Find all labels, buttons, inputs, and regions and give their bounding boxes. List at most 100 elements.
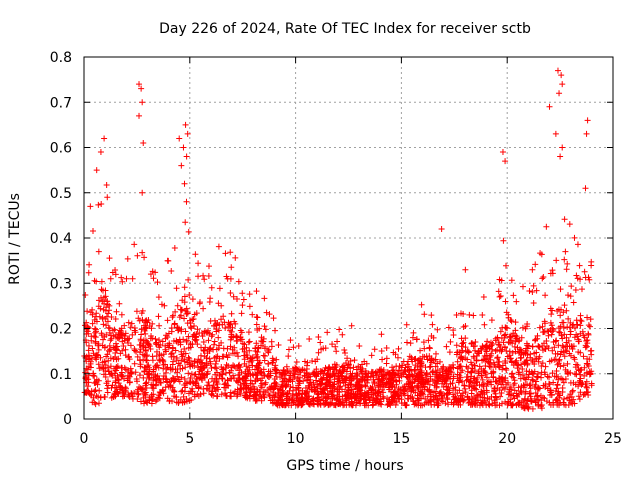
data-point [141,254,148,261]
x-tick-label: 25 [604,431,622,447]
data-point [91,388,98,395]
data-point [90,370,97,377]
data-point [89,345,96,352]
data-point [445,324,452,331]
axis-ticks [83,56,614,420]
data-point [304,359,311,366]
data-point [450,364,457,371]
data-point [112,316,119,323]
data-point [363,376,370,383]
data-point [317,400,324,407]
data-point [524,321,531,328]
data-point [474,378,481,385]
data-point [209,375,216,382]
data-point [492,335,499,342]
data-point [125,319,132,326]
data-point [204,382,211,389]
data-point [90,350,97,357]
data-point [122,352,129,359]
data-point [527,398,534,405]
data-point [507,317,514,324]
data-point [457,392,464,399]
data-point [173,354,180,361]
data-point [390,389,397,396]
data-point [90,394,97,401]
data-point [497,293,504,300]
data-point [588,382,595,389]
data-point [222,370,229,377]
data-point [495,341,502,348]
data-point [488,350,495,357]
data-point [82,369,89,376]
data-point [216,285,223,292]
data-point [288,396,295,403]
data-point [446,349,453,356]
data-point [466,378,473,385]
data-point [502,298,509,305]
data-point [552,130,559,137]
data-point [165,257,172,264]
data-point [218,302,225,309]
data-point [128,389,135,396]
data-point [558,375,565,382]
data-point [534,335,541,342]
data-point [259,338,266,345]
data-point [508,318,515,325]
data-point [506,333,513,340]
data-point [82,375,89,382]
data-point [355,363,362,370]
data-point [526,390,533,397]
data-point [82,291,89,298]
data-point [513,298,520,305]
data-point [567,331,574,338]
data-point [396,367,403,374]
data-point [557,312,564,319]
data-point [555,388,562,395]
data-point [253,340,260,347]
data-point [542,345,549,352]
data-point [199,360,206,367]
data-point [234,391,241,398]
data-point [534,374,541,381]
data-point [89,399,96,406]
data-point [266,311,273,318]
data-point [292,364,299,371]
data-point [261,323,268,330]
data-point [546,103,553,110]
data-point [507,355,514,362]
data-point [182,121,189,128]
data-point [527,351,534,358]
data-point [329,395,336,402]
data-point [588,351,595,358]
data-point [460,339,467,346]
data-point [408,385,415,392]
y-tick-label: 0.6 [50,141,72,157]
x-axis-label: GPS time / hours [286,458,403,474]
data-point [555,357,562,364]
data-point [201,371,208,378]
data-point [358,393,365,400]
data-point [463,363,470,370]
data-point [565,315,572,322]
data-point [139,249,146,256]
y-tick-label: 0.2 [50,322,72,338]
data-point [126,356,133,363]
data-point [112,344,119,351]
data-point [252,372,259,379]
data-point [211,338,218,345]
data-point [188,396,195,403]
data-point [425,399,432,406]
data-point [437,375,444,382]
data-point [403,381,410,388]
data-point [547,319,554,326]
data-point [265,360,272,367]
data-point [519,283,526,290]
data-point [341,346,348,353]
data-point [471,385,478,392]
data-point [563,348,570,355]
data-point [317,380,324,387]
data-point [84,366,91,373]
data-point [557,363,564,370]
data-point [181,399,188,406]
data-point [429,321,436,328]
